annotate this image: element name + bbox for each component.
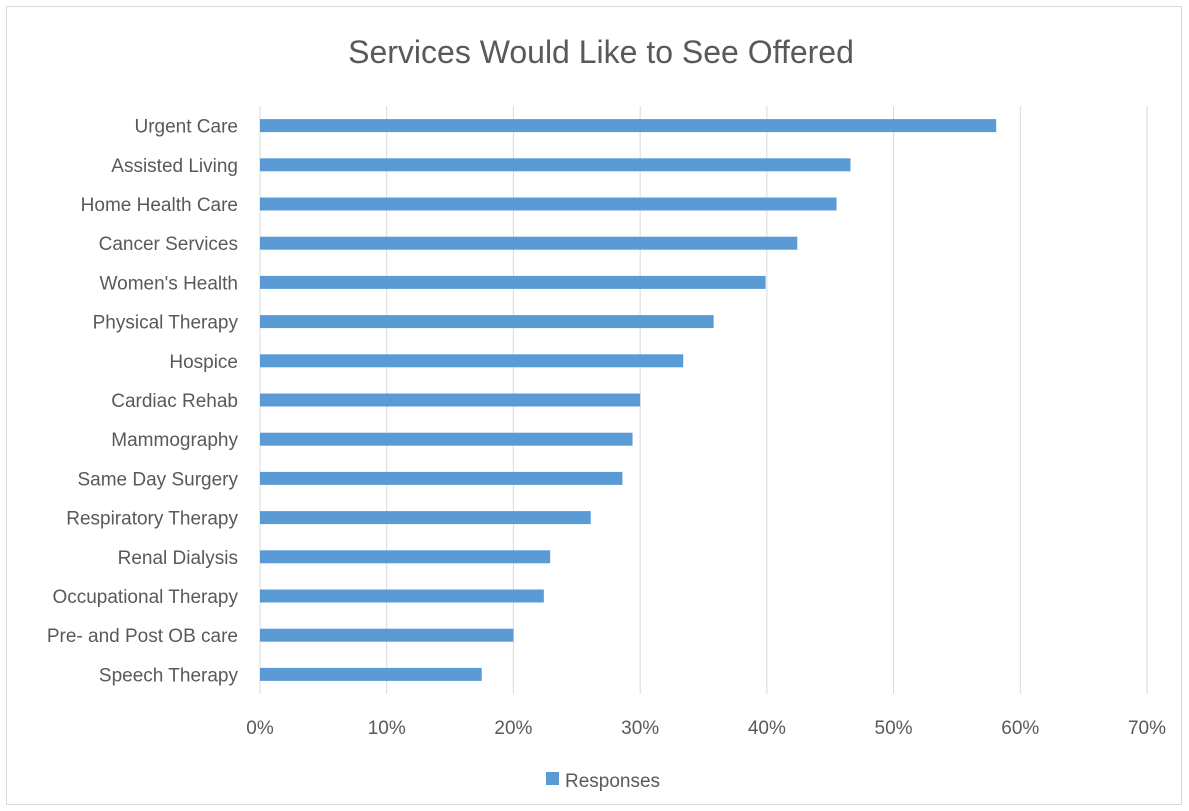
category-label: Renal Dialysis (118, 548, 238, 569)
category-label: Physical Therapy (93, 313, 239, 334)
category-label: Pre- and Post OB care (47, 626, 238, 647)
legend-label: Responses (565, 771, 660, 792)
bar (260, 511, 591, 525)
bar (260, 158, 851, 172)
category-label: Urgent Care (135, 117, 239, 138)
legend-swatch (546, 772, 559, 785)
x-tick-label: 60% (1001, 718, 1039, 739)
category-label: Same Day Surgery (77, 469, 238, 490)
category-label: Cancer Services (99, 234, 238, 255)
x-tick-label: 40% (748, 718, 786, 739)
category-label: Occupational Therapy (52, 587, 238, 608)
x-tick-label: 70% (1128, 718, 1166, 739)
bar (260, 275, 766, 289)
legend: Responses (546, 771, 660, 792)
x-tick-label: 30% (621, 718, 659, 739)
category-label: Hospice (169, 352, 238, 373)
category-label: Home Health Care (81, 195, 238, 216)
bar (260, 236, 798, 250)
x-tick-label: 20% (494, 718, 532, 739)
bars (260, 119, 997, 681)
category-label: Respiratory Therapy (66, 509, 238, 530)
bar (260, 432, 633, 446)
x-tick-label: 0% (246, 718, 274, 739)
bar (260, 354, 684, 368)
category-labels: Urgent Care Assisted Living Home Health Ca… (47, 117, 239, 687)
category-label: Cardiac Rehab (111, 391, 238, 412)
bar (260, 119, 997, 133)
category-label: Assisted Living (111, 156, 238, 177)
category-label: Women's Health (100, 273, 238, 294)
bar (260, 628, 514, 642)
bar (260, 589, 544, 603)
bar (260, 471, 623, 485)
x-tick-label: 10% (368, 718, 406, 739)
chart-title: Services Would Like to See Offered (348, 34, 854, 70)
bar (260, 550, 551, 564)
x-tick-label: 50% (875, 718, 913, 739)
category-label: Speech Therapy (99, 665, 239, 686)
bar (260, 667, 482, 681)
bar (260, 315, 714, 329)
x-axis-tick-labels: 0% 10% 20% 30% 40% 50% 60% 70% (246, 718, 1166, 739)
category-label: Mammography (111, 430, 238, 451)
bar (260, 197, 837, 211)
bar (260, 393, 641, 407)
